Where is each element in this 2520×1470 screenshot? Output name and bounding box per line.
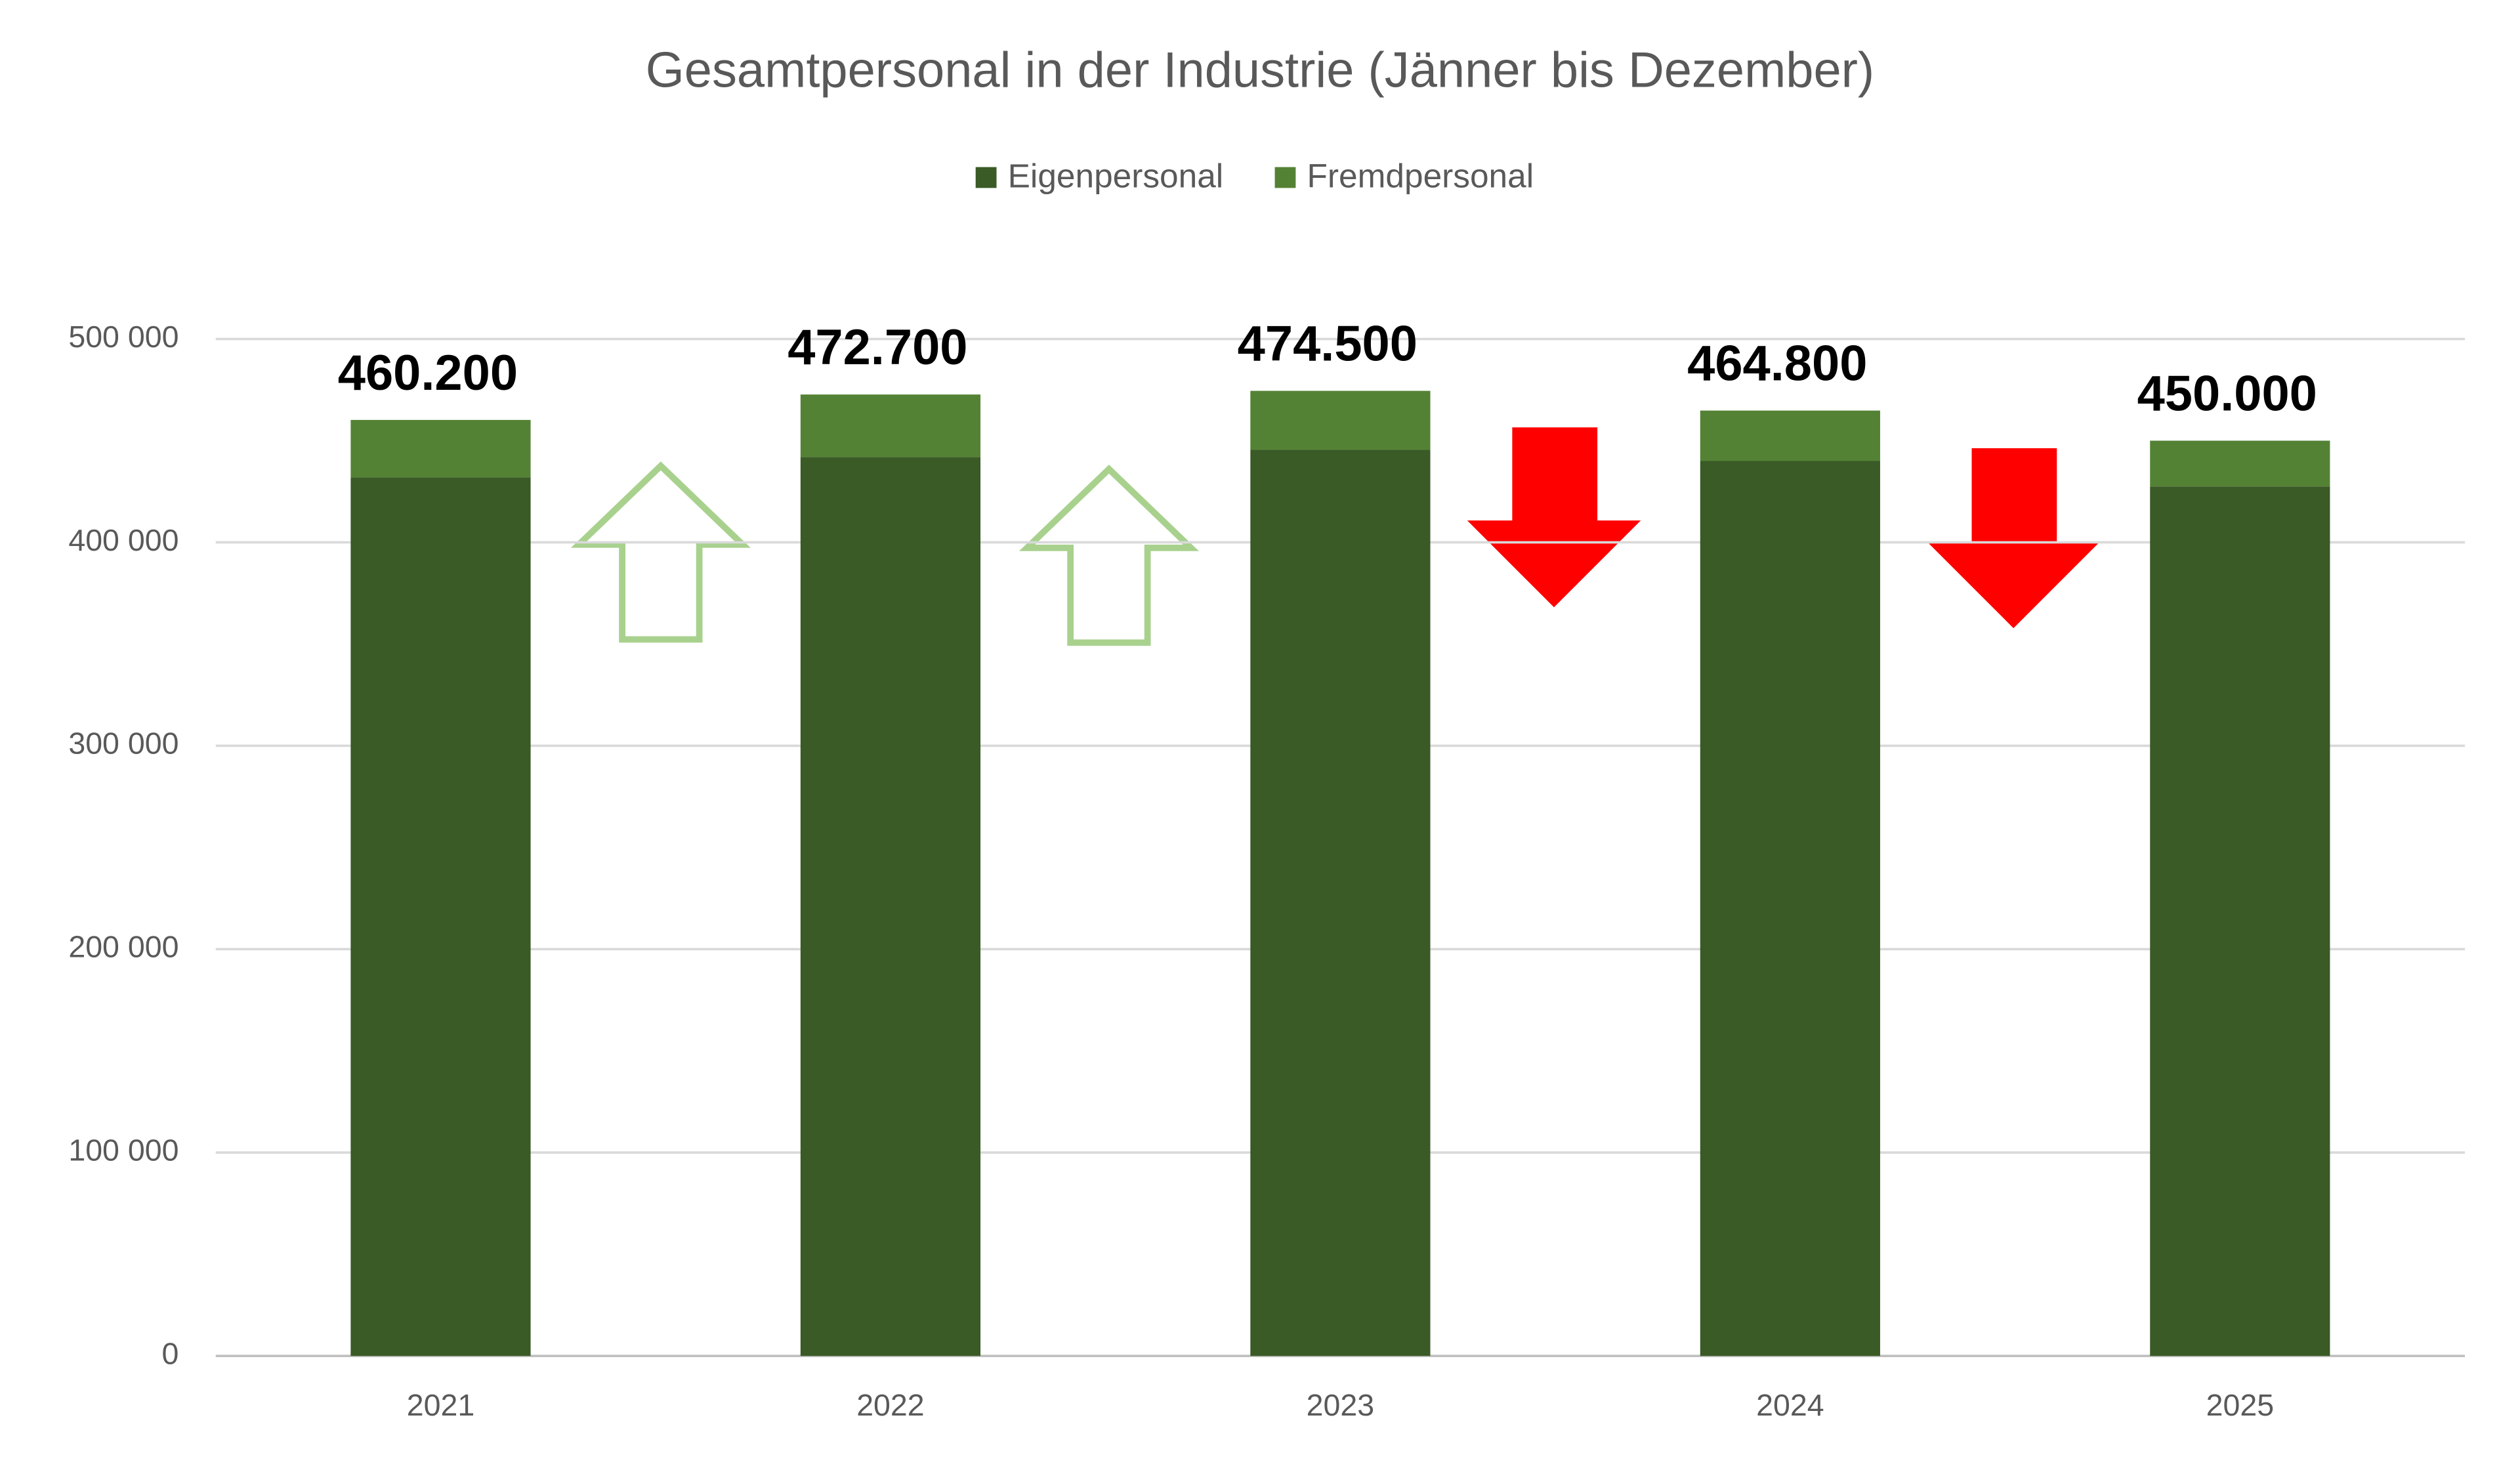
bar-segment [2150,486,2330,1356]
bar-segment [1250,450,1431,1356]
y-tick-label: 300 000 [68,726,178,761]
total-label: 464.800 [1687,336,1867,392]
bar-segment [800,394,981,457]
bar-segment [350,419,531,478]
legend: Eigenpersonal Fremdpersonal [975,156,1534,194]
chart-title: Gesamtpersonal in der Industrie (Jänner … [646,43,1874,98]
total-label: 472.700 [788,320,967,375]
bar-segment [1700,461,1880,1356]
down-arrow [1926,448,2101,629]
x-tick-label: 2023 [1307,1388,1374,1422]
total-label: 474.500 [1238,316,1418,372]
bar-segment [800,457,981,1356]
x-tick-label: 2025 [2206,1388,2274,1422]
legend-swatch [975,167,997,188]
bar-segment [1250,390,1431,450]
x-tick-label: 2021 [407,1388,474,1422]
legend-swatch [1274,167,1296,188]
x-tick-label: 2022 [856,1388,924,1422]
bar-segment [350,477,531,1356]
up-arrow [1018,465,1199,646]
y-tick-label: 500 000 [68,320,178,354]
total-label: 450.000 [2137,366,2317,421]
down-arrow [1467,427,1641,608]
legend-label: Eigenpersonal [1008,156,1224,194]
y-tick-label: 0 [162,1336,179,1370]
y-tick-label: 200 000 [68,930,178,964]
x-tick-label: 2024 [1756,1388,1824,1422]
legend-label: Fremdpersonal [1307,156,1534,194]
bar-segment [2150,440,2330,487]
bar-segment [1700,410,1880,461]
up-arrow [570,461,751,643]
y-tick-label: 100 000 [68,1133,178,1167]
trend-arrows [570,427,2101,646]
total-label: 460.200 [338,345,518,401]
y-tick-label: 400 000 [68,523,178,557]
